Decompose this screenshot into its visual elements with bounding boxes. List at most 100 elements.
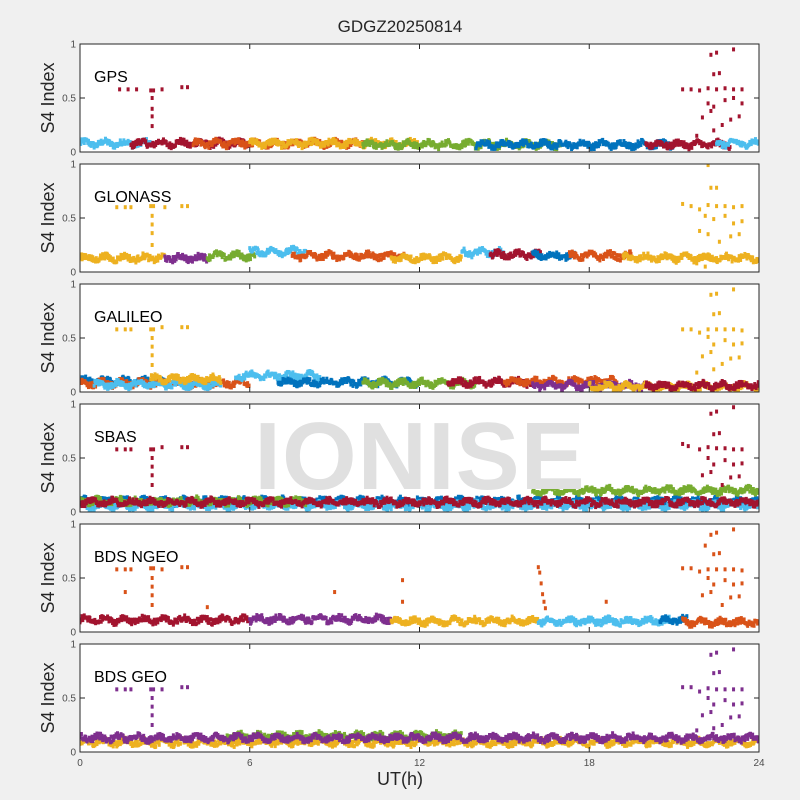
data-point [529,141,533,146]
outlier-point [698,330,702,335]
data-point [637,387,641,392]
y-tick-label: 1 [70,40,76,51]
outlier-point [150,106,154,111]
data-point [693,387,697,392]
data-point [367,380,371,385]
data-point [581,257,585,262]
data-point [227,380,231,385]
data-point [212,144,216,149]
outlier-point [732,327,736,332]
data-point [119,380,123,385]
data-point [652,256,656,261]
data-point [200,376,204,381]
data-point [749,383,753,388]
data-point [669,383,673,388]
data-point [308,377,312,382]
data-point [277,253,281,258]
data-point [753,137,757,142]
outlier-point [150,114,154,119]
outlier-point [740,341,744,346]
data-point [262,141,266,146]
outlier-point [115,327,119,332]
data-point [473,383,477,388]
data-point [131,385,135,390]
data-point [190,259,194,264]
data-point [237,249,241,254]
data-point [411,144,415,149]
outlier-point [723,98,727,103]
outlier-point [115,205,119,210]
y-tick-label: 1 [70,160,76,171]
data-point [399,257,403,262]
data-point [456,380,460,385]
data-point [108,377,112,382]
data-point [243,376,247,381]
data-point [663,380,667,385]
data-point [756,380,759,385]
data-point [352,379,356,384]
data-point [529,382,533,387]
data-point [438,257,442,262]
data-point [368,143,372,148]
data-point [475,251,479,256]
data-point [466,251,470,256]
data-point [207,378,211,383]
data-point [126,257,130,262]
data-point [540,253,544,258]
data-point [86,381,90,386]
outlier-point [712,104,716,109]
data-point [371,140,375,145]
panel-label: GLONASS [94,189,171,206]
data-point [299,142,303,147]
data-point [413,141,417,146]
data-point [103,496,107,501]
data-point [295,247,299,252]
data-point [210,379,214,384]
data-point [157,378,161,383]
data-point [106,386,110,391]
data-point [572,255,576,260]
data-point [659,253,663,258]
data-point [645,253,649,258]
data-point [88,140,92,145]
data-point [165,258,169,263]
data-point [81,375,85,380]
data-point [402,252,406,257]
data-point [485,254,489,259]
data-point [427,138,431,143]
data-point [611,384,615,389]
data-point [720,141,724,146]
data-point [330,378,334,383]
data-point [509,141,513,146]
outlier-point [150,353,154,358]
outlier-point [150,344,154,349]
data-point [108,382,112,387]
data-point [728,145,732,150]
data-point [649,386,653,391]
data-point [478,250,482,255]
data-point [722,140,726,145]
panel-label: GPS [94,69,128,86]
data-point [642,251,646,256]
data-point [702,379,706,384]
data-point [228,144,232,149]
data-point [604,251,608,256]
data-point [594,141,598,146]
data-point [473,376,477,381]
data-point [565,383,569,388]
outlier-point [723,204,727,209]
data-point [263,144,267,149]
data-point [378,377,382,382]
data-point [486,382,490,387]
data-point [537,383,541,388]
data-point [193,373,197,378]
data-point [168,255,172,260]
data-point [196,374,200,379]
data-point [192,141,196,146]
data-point [651,144,655,149]
data-point [202,141,206,146]
outlier-point [186,85,190,90]
series-11 [644,378,759,392]
data-point [700,256,704,261]
